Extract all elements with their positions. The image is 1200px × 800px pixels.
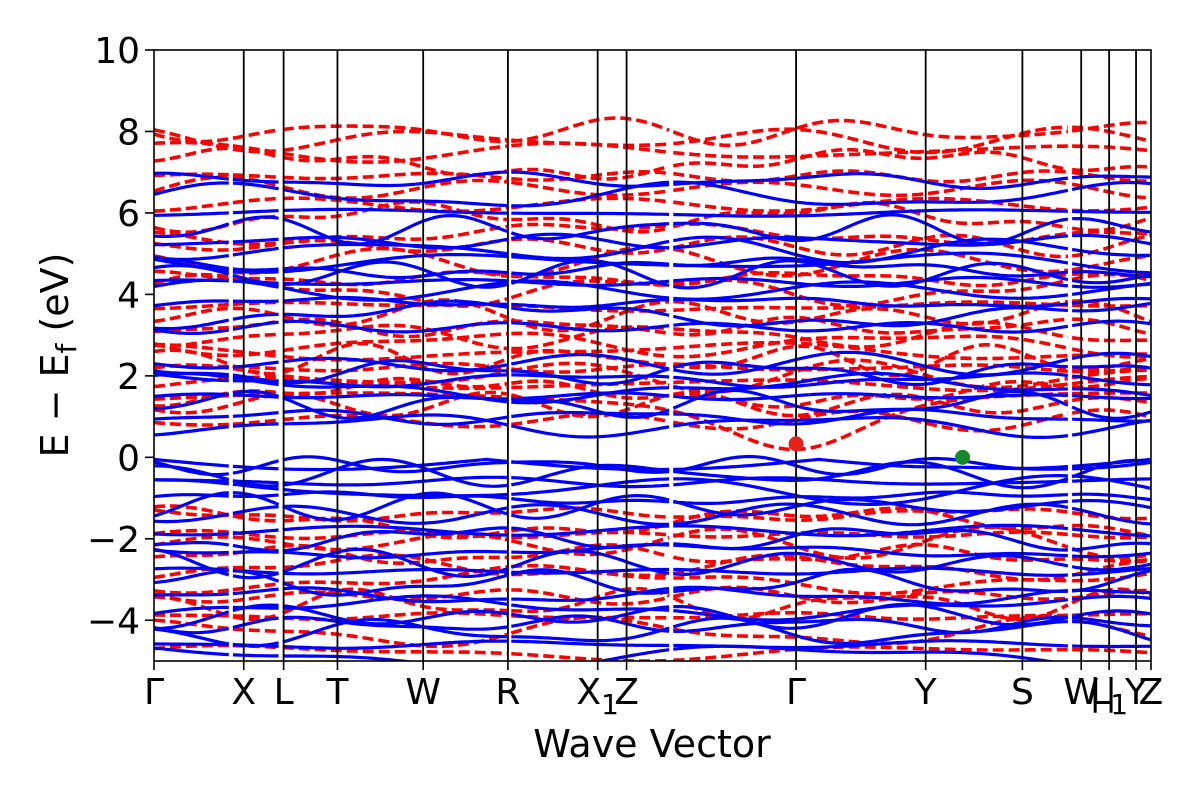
spin-up-band	[154, 299, 1151, 331]
y-tick-label: 10	[94, 31, 140, 72]
y-tick-label: 6	[117, 194, 140, 235]
spin-down-band	[154, 563, 1151, 596]
band-edge-markers	[788, 436, 971, 465]
spin-up-band	[154, 566, 1151, 577]
spin-up-band	[154, 359, 1151, 387]
x-tick-label-sub: 1	[601, 688, 619, 721]
x-tick-label: T	[325, 672, 349, 713]
spin-up-band	[154, 585, 1151, 606]
spin-up-band	[154, 256, 1151, 280]
y-axis-label: E − Ef (eV)	[33, 253, 83, 458]
spin-up-band	[154, 407, 1151, 426]
y-tick-label: 4	[117, 275, 140, 316]
spin-down-band	[154, 116, 1151, 148]
spin-up-band	[154, 616, 1151, 648]
y-axis-label-tail: (eV)	[33, 253, 77, 344]
y-axis-label-sub: f	[50, 342, 83, 353]
x-axis-label: Wave Vector	[533, 722, 771, 766]
spin-down-band	[154, 610, 1151, 622]
y-axis-ticks: 10 8 6 4 2 0 −2 −4	[87, 31, 154, 642]
spin-down-band	[154, 506, 1151, 523]
x-tick-label: L	[274, 672, 294, 713]
spin-up-band	[154, 413, 1151, 439]
spin-up-band	[154, 170, 1151, 191]
spin-up-band	[154, 207, 1151, 218]
vbm-marker	[955, 449, 971, 465]
x-tick-label: Γ	[144, 672, 164, 713]
spin-up-band	[154, 523, 1151, 538]
spin-up-band	[154, 319, 1151, 335]
plot-frame	[153, 49, 1152, 662]
spin-up-band	[154, 371, 1151, 389]
x-tick-label: S	[1011, 672, 1034, 713]
y-tick-label: 0	[117, 438, 140, 479]
x-tick-label: Y	[914, 672, 938, 713]
x-tick-label: W	[405, 672, 441, 713]
spin-down-band	[154, 222, 1151, 247]
y-axis-label-main: E − E	[33, 353, 77, 457]
spin-up-band	[154, 391, 1151, 402]
spin-up-band	[154, 388, 1151, 420]
spin-up-band	[154, 567, 1151, 597]
x-tick-label-sub: 1	[1110, 688, 1128, 721]
spin-down-band	[154, 320, 1151, 351]
spin-down-band	[154, 196, 1151, 214]
spin-up-band	[154, 180, 1151, 208]
y-tick-label: −2	[87, 520, 140, 561]
y-tick-label: 2	[117, 357, 140, 398]
spin-up-band	[154, 213, 1151, 246]
spin-up-band	[154, 602, 1151, 631]
x-tick-label: R	[495, 672, 520, 713]
spin-down-band	[154, 298, 1151, 333]
spin-up-band	[154, 526, 1151, 553]
spin-up-band	[154, 457, 1151, 472]
spin-up-band	[154, 475, 1151, 489]
spin-up-band	[154, 350, 1151, 377]
spin-up-band	[154, 543, 1151, 560]
x-tick-label: Z	[614, 672, 639, 713]
spin-up-bands	[154, 170, 1151, 661]
x-tick-label: W	[1063, 672, 1099, 713]
y-tick-label: −4	[87, 601, 140, 642]
spin-up-band	[154, 232, 1151, 250]
x-tick-label: Z	[1139, 672, 1164, 713]
spin-up-band	[154, 614, 1151, 635]
x-tick-label-extra: |	[1089, 672, 1101, 713]
spin-up-band	[154, 251, 1151, 275]
spin-down-band	[154, 525, 1151, 560]
high-symmetry-lines	[242, 50, 1137, 661]
x-tick-label: Y	[1124, 672, 1148, 713]
x-tick-label: X	[231, 672, 256, 713]
y-tick-label: 8	[117, 112, 140, 153]
spin-up-band	[154, 502, 1151, 527]
spin-down-band	[154, 125, 1151, 155]
x-tick-label-extra: |	[1105, 672, 1117, 713]
spin-down-band	[154, 331, 1151, 359]
x-tick-label: Γ	[786, 672, 806, 713]
spin-up-band	[154, 295, 1151, 309]
cbm-marker	[788, 436, 804, 452]
spin-down-band	[154, 233, 1151, 259]
spin-down-band	[154, 300, 1151, 313]
